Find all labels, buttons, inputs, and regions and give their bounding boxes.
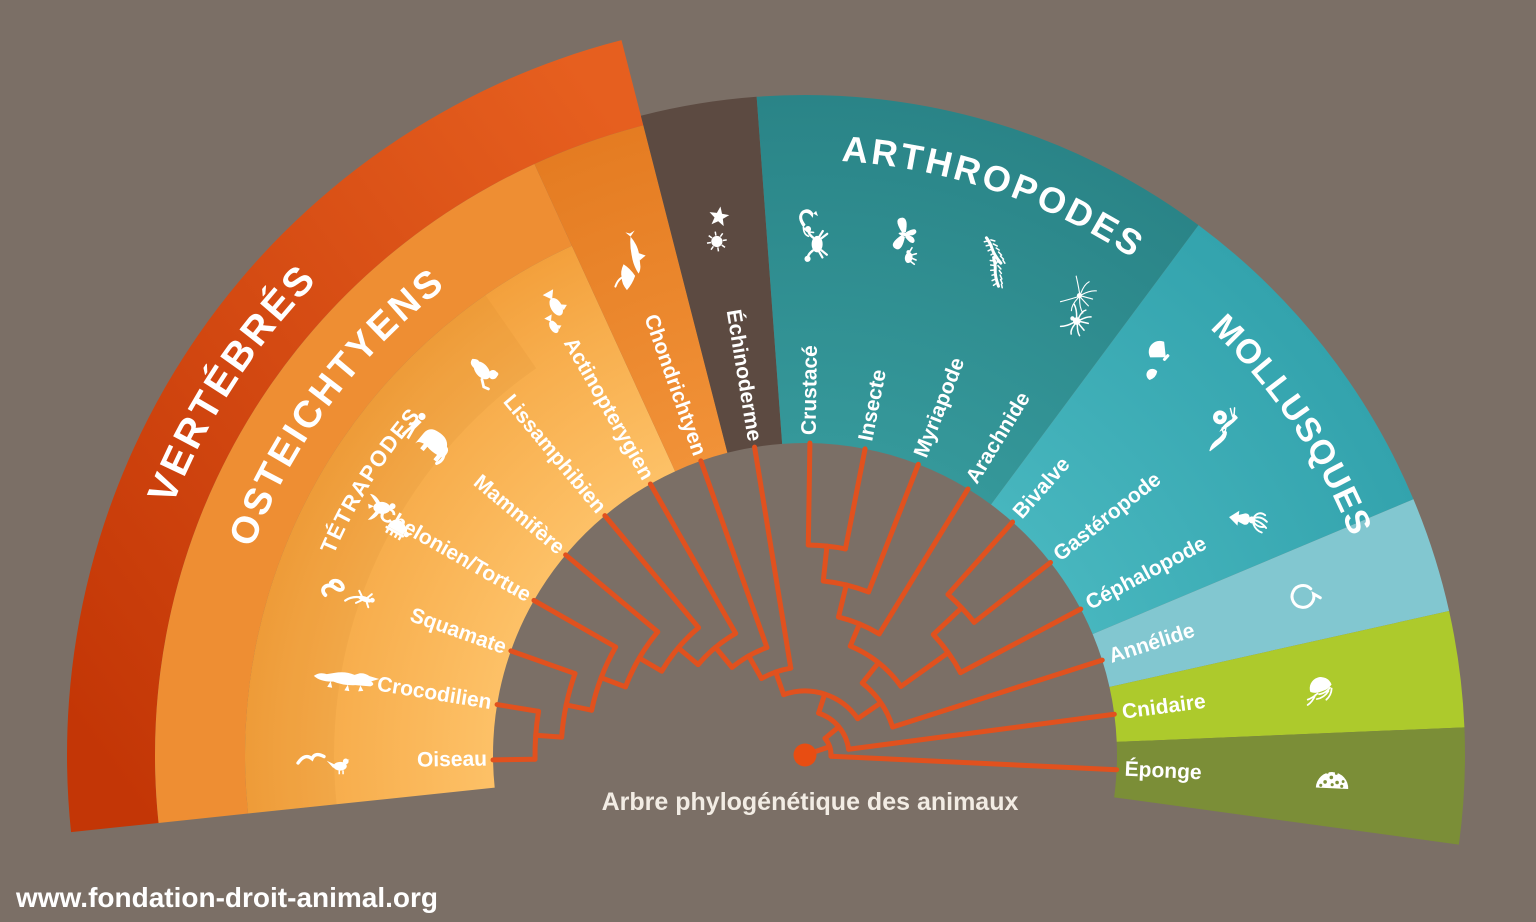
group-mollusques — [991, 225, 1414, 635]
band-tetrapodes — [245, 295, 537, 814]
branch-stem — [805, 440, 813, 548]
branch-stem — [842, 446, 868, 552]
branch-stem — [773, 669, 787, 698]
website-url: www.fondation-droit-animal.org — [16, 882, 439, 913]
segment-echinoderme — [640, 96, 783, 453]
branch-stem — [647, 481, 739, 636]
segment-annelide — [1092, 499, 1450, 687]
tree-branches — [490, 440, 1120, 773]
branch-stem — [563, 702, 595, 713]
segment-label-crustace: Crustacé — [798, 345, 822, 435]
branch-stem — [752, 444, 794, 671]
group-arthropodes — [756, 95, 1199, 505]
segments-bony-fish-tetrapods — [244, 245, 676, 814]
branch-stem — [847, 621, 863, 649]
branch-stem — [712, 644, 735, 670]
branch-stem — [598, 675, 628, 690]
branch-stem — [563, 552, 661, 635]
segment-chondrichtyen — [534, 125, 728, 472]
band-vertebres — [67, 40, 644, 833]
segment-cnidaire — [1109, 611, 1465, 742]
branch-stem — [930, 605, 965, 638]
segment-label-oiseau: Oiseau — [417, 748, 487, 772]
branch-stem — [675, 645, 701, 668]
branch-stem — [533, 732, 565, 740]
band-osteichtyens — [154, 163, 572, 823]
branch-stem — [602, 513, 702, 631]
branch-stem — [890, 657, 1105, 730]
root-dot — [793, 743, 817, 767]
branch-stem — [836, 582, 849, 620]
branch-stem — [898, 650, 951, 689]
branch-stem — [855, 700, 884, 722]
branch-stem — [490, 756, 538, 763]
branch-stem — [636, 655, 665, 674]
branch-stem — [820, 543, 830, 584]
branch-stem — [876, 486, 971, 637]
branch-stem — [816, 691, 828, 716]
branch-stem — [866, 461, 921, 595]
segment-eponge — [1114, 727, 1465, 845]
branch-stem — [698, 458, 770, 651]
branch-stem — [508, 648, 578, 677]
branch-stem — [746, 653, 765, 681]
branch-stem — [494, 702, 542, 714]
branch-stem — [846, 711, 1117, 752]
branch-stem — [828, 753, 1120, 773]
branch-stem — [822, 724, 842, 741]
branch-stem — [859, 660, 881, 686]
segment-label-eponge: Éponge — [1124, 758, 1202, 785]
branch-stem — [945, 519, 1016, 597]
branch-stem — [531, 597, 619, 650]
branch-stem — [958, 606, 1084, 676]
branch-stem — [971, 559, 1054, 625]
chart-title: Arbre phylogénétique des animaux — [601, 788, 1019, 816]
